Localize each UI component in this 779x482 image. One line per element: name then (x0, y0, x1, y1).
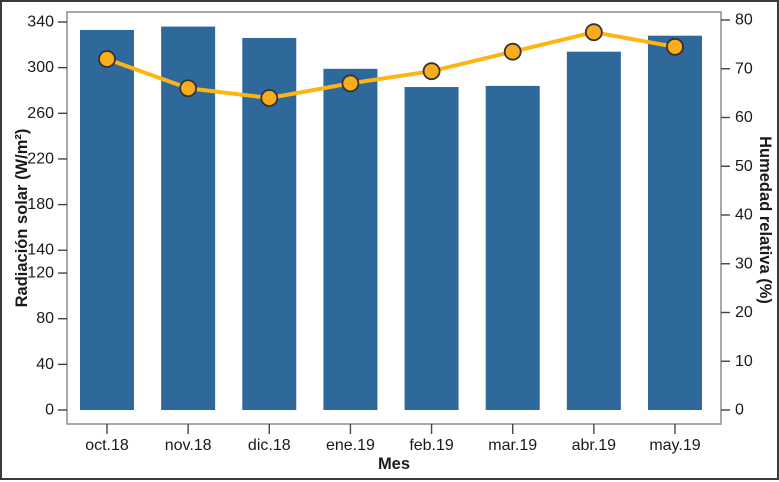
humidity-point-nov.18 (179, 79, 198, 98)
y-left-tick-label-300: 300 (27, 59, 54, 76)
bar-abr.19 (566, 51, 621, 410)
y-right-tick-label-80: 80 (735, 12, 753, 29)
humidity-point-oct.18 (98, 50, 116, 68)
plot-frame (66, 11, 722, 425)
y-right-tick-label-70: 70 (735, 60, 753, 77)
bar-feb.19 (404, 87, 459, 410)
y-left-tick-label-40: 40 (36, 356, 54, 373)
y-right-tick-label-10: 10 (735, 353, 753, 370)
humidity-point-feb.19 (422, 62, 441, 81)
x-tick-label-feb.19: feb.19 (409, 437, 454, 454)
y-left-tick-label-340: 340 (27, 14, 54, 31)
bar-ene.19 (323, 68, 378, 410)
x-tick-label-mar.19: mar.19 (488, 437, 537, 454)
y-left-tick-label-260: 260 (27, 105, 54, 122)
humidity-line (105, 30, 677, 100)
bar-mar.19 (485, 85, 540, 410)
y-left-tick-label-0: 0 (45, 402, 54, 419)
y-left-tick-label-180: 180 (27, 196, 54, 213)
x-tick-label-nov.18: nov.18 (165, 437, 212, 454)
x-tick-label-may.19: may.19 (649, 437, 700, 454)
y-right-tick-label-50: 50 (735, 158, 753, 175)
left-axis-title: Radiación solar (W/m²) (13, 129, 31, 308)
humidity-point-mar.19 (503, 42, 522, 61)
y-right-tick-label-40: 40 (735, 207, 753, 224)
y-left-tick-label-80: 80 (36, 310, 54, 327)
y-left-tick-label-140: 140 (27, 242, 54, 259)
humidity-point-dic.18 (260, 89, 279, 107)
y-left-tick-label-120: 120 (27, 265, 54, 282)
y-left-tick-label-220: 220 (27, 150, 54, 167)
y-right-tick-label-0: 0 (735, 402, 744, 419)
y-right-tick-label-30: 30 (735, 255, 753, 272)
bar-may.19 (647, 35, 702, 410)
humidity-point-ene.19 (341, 74, 360, 93)
y-right-tick-label-20: 20 (735, 304, 753, 321)
humidity-point-abr.19 (584, 23, 603, 42)
right-axis-title: Humedad relativa (%) (756, 136, 774, 304)
x-tick-label-oct.18: oct.18 (85, 437, 129, 454)
x-tick-label-abr.19: abr.19 (572, 437, 617, 454)
humidity-point-may.19 (666, 37, 684, 56)
x-axis-title: Mes (378, 455, 410, 473)
y-right-tick-label-60: 60 (735, 109, 753, 126)
x-tick-label-ene.19: ene.19 (326, 437, 375, 454)
bar-oct.18 (80, 29, 134, 411)
x-tick-label-dic.18: dic.18 (248, 437, 291, 454)
